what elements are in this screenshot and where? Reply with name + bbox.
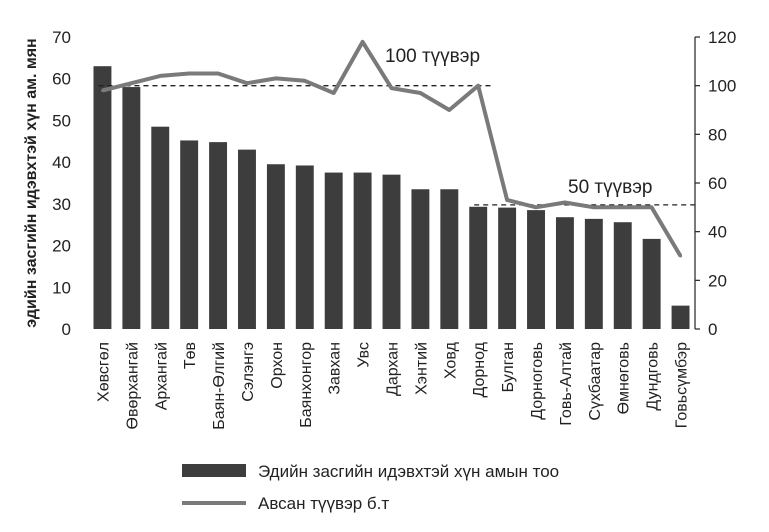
line-point-5 [216, 72, 220, 75]
bar-9 [324, 172, 343, 329]
bar-20 [642, 238, 661, 329]
category-label: Дорноговь [529, 342, 546, 420]
bar-8 [295, 165, 314, 329]
reference-label-1: 100 түүвэр [385, 46, 480, 67]
line-point-20 [650, 205, 654, 209]
bar-3 [151, 126, 170, 329]
left-tick-label: 10 [52, 278, 71, 297]
left-tick-label: 50 [52, 111, 71, 130]
left-tick-label: 0 [62, 320, 71, 339]
bar-7 [266, 164, 285, 329]
legend-label-line: Авсан түүвэр б.т [258, 494, 389, 513]
reference-lines: 100 түүвэр 50 түүвэр [98, 46, 695, 206]
right-tick-label: 20 [708, 271, 727, 290]
line-point-19 [621, 205, 625, 209]
bar-14 [469, 206, 488, 329]
axes: 0 10 20 30 40 50 60 70 0 20 40 60 80 100 120 эдийн засг… [23, 28, 736, 339]
category-label: Архангай [153, 342, 170, 410]
category-label: Сэлэнгэ [240, 342, 257, 402]
bar-10 [353, 172, 372, 329]
line-series [100, 39, 683, 258]
category-label: Өвөрхангай [124, 342, 141, 429]
category-labels: Хөвсгөл Өвөрхангай Архангай Төв Баян-Өлгий Сэ… [95, 341, 690, 429]
line-point-15 [505, 198, 509, 202]
line-point-1 [100, 89, 104, 93]
line-point-11 [390, 86, 393, 90]
line-point-3 [158, 74, 162, 78]
category-label: Орхон [269, 342, 286, 389]
line-point-14 [476, 84, 480, 88]
right-tick-label: 120 [708, 28, 736, 47]
category-label: Говьсүмбэр [674, 342, 691, 428]
line-point-17 [563, 200, 567, 204]
right-tick-label: 40 [708, 223, 727, 242]
bar-13 [440, 189, 459, 329]
right-tick-label: 60 [708, 174, 727, 193]
bar-series [93, 66, 690, 329]
line-point-13 [447, 108, 451, 112]
category-label: Завхан [327, 342, 344, 395]
bar-12 [411, 189, 430, 329]
line-point-6 [245, 81, 249, 85]
category-label: Хэнтий [413, 342, 430, 395]
legend: Эдийн засгийн идэвхтэй хүн амын тоо Авсан… [182, 462, 559, 513]
y-axis-title-left: эдийн засгийн идэвхтэй хүн ам. мян [23, 38, 40, 327]
category-label: Ховд [442, 341, 459, 379]
left-tick-label: 60 [52, 70, 71, 89]
bar-19 [613, 222, 632, 329]
bar-18 [584, 218, 603, 329]
legend-label-bar: Эдийн засгийн идэвхтэй хүн амын тоо [258, 462, 559, 481]
bar-5 [209, 142, 228, 329]
line-point-9 [332, 91, 336, 95]
line-point-4 [187, 72, 191, 75]
line-point-7 [274, 76, 278, 80]
bar-16 [527, 210, 545, 329]
legend-swatch-bar [182, 464, 246, 477]
category-label: Говь-Алтай [558, 342, 575, 426]
category-label: Дархан [385, 342, 402, 396]
line-point-16 [534, 205, 538, 209]
category-label: Өмнөговь [616, 342, 633, 414]
line-point-18 [592, 205, 596, 209]
right-tick-label: 80 [708, 125, 727, 144]
category-label: Баянхонгор [298, 342, 315, 428]
category-label: Дорнод [471, 341, 488, 397]
category-label: Дундговь [645, 342, 662, 411]
bar-15 [498, 207, 517, 329]
category-label: Увс [356, 342, 373, 368]
left-tick-label: 30 [52, 195, 71, 214]
category-label: Сүхбаатар [587, 342, 604, 421]
bar-6 [238, 149, 256, 329]
bar-21 [671, 305, 690, 329]
bar-1 [93, 66, 112, 329]
line-point-2 [129, 81, 133, 85]
bar-4 [180, 140, 199, 329]
line-point-12 [418, 91, 422, 95]
left-tick-label: 40 [52, 153, 71, 172]
line-point-21 [679, 254, 683, 258]
right-tick-label: 100 [708, 77, 736, 96]
category-label: Баян-Өлгий [211, 342, 228, 430]
right-tick-label: 0 [708, 320, 717, 339]
bar-2 [122, 87, 141, 329]
bar-11 [382, 174, 401, 329]
line-point-8 [303, 79, 307, 83]
left-tick-label: 70 [52, 28, 71, 47]
left-tick-label: 20 [52, 237, 71, 256]
bar-17 [555, 217, 574, 329]
line-point-10 [361, 40, 365, 44]
category-label: Хөвсгөл [95, 342, 112, 402]
category-label: Төв [182, 342, 199, 369]
reference-label-2: 50 түүвэр [568, 177, 652, 198]
category-label: Булган [500, 342, 517, 392]
